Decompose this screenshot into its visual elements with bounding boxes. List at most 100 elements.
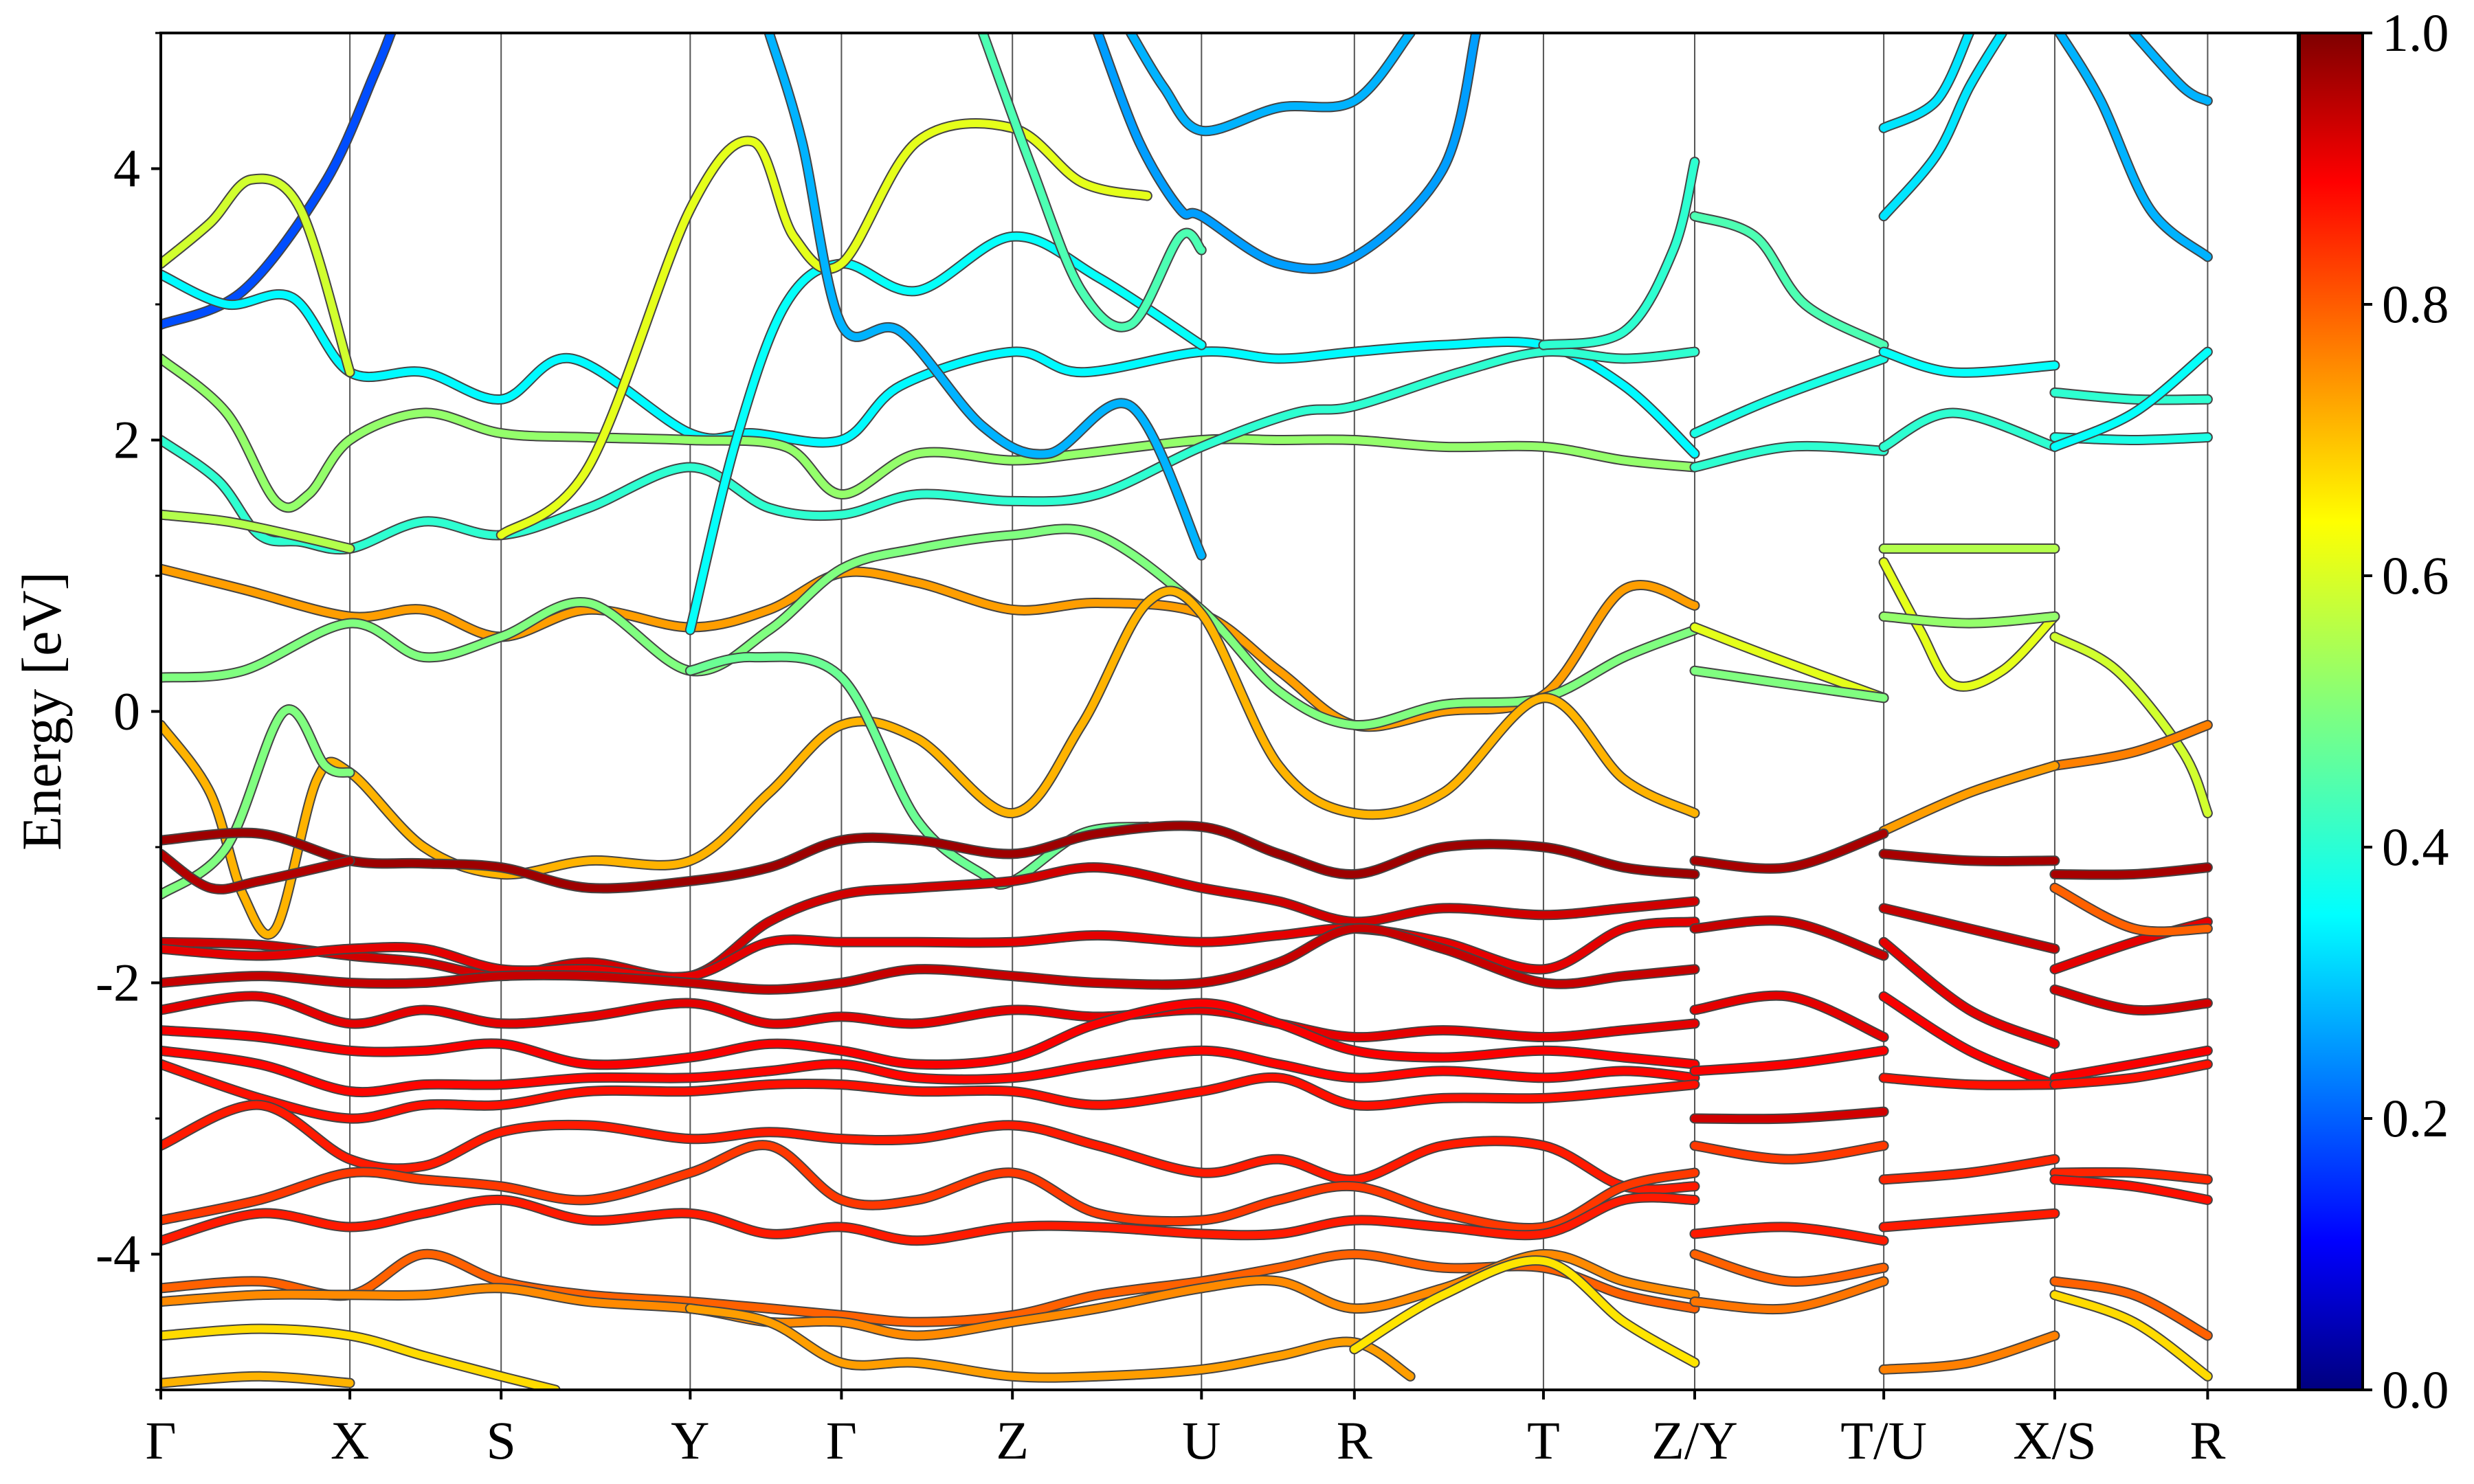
band-outline-82 <box>2049 1290 2213 1382</box>
band-line-58 <box>1691 991 1888 1041</box>
band-line-37 <box>1880 762 2059 835</box>
band-line-2 <box>161 175 354 376</box>
y-tick-label-2: 0 <box>113 682 140 741</box>
band-outline-15 <box>1126 33 1416 137</box>
band-line-27 <box>1880 612 2059 627</box>
band-line-11 <box>686 232 1205 634</box>
band-outline-55 <box>1349 1255 1700 1368</box>
band-line-23 <box>1880 348 2059 376</box>
band-line-34 <box>2130 33 2211 105</box>
colorbar-tick-label-4: 0.8 <box>2382 274 2449 334</box>
band-line-59 <box>1691 1046 1888 1075</box>
kpoint-label-2: S <box>487 1410 516 1470</box>
band-line-77 <box>2051 1046 2211 1082</box>
band-line-12 <box>497 119 1151 539</box>
band-line-22 <box>1691 666 1888 702</box>
colorbar-tick-label-3: 0.6 <box>2382 546 2449 605</box>
kpoint-label-4: Γ <box>826 1410 857 1470</box>
band-line-39 <box>161 850 354 893</box>
band-outline-81 <box>2049 1276 2213 1341</box>
y-axis-title: Energy [eV] <box>10 572 73 851</box>
band-line-71 <box>1880 1209 2059 1231</box>
kpoint-label-5: Z <box>996 1410 1029 1470</box>
band-line-68 <box>1880 992 2059 1089</box>
band-line-26 <box>1880 558 2059 690</box>
colorbar-tick-label-1: 0.2 <box>2382 1088 2449 1148</box>
y-axis: -4 -2 0 2 4 <box>96 32 161 1391</box>
band-lines <box>161 33 2213 1390</box>
band-line-52 <box>161 1325 559 1390</box>
band-line-35 <box>2051 633 2211 818</box>
band-line-72 <box>1880 1331 2059 1373</box>
band-line-20 <box>1691 442 1888 471</box>
band-line-67 <box>1880 938 2059 1048</box>
colorbar-tick-label-2: 0.4 <box>2382 817 2449 877</box>
kpoint-label-1: X <box>331 1410 369 1470</box>
kpoint-label-0: Γ <box>145 1410 176 1470</box>
band-outline-3 <box>161 353 1700 513</box>
band-line-18 <box>1539 158 1699 349</box>
band-line-55 <box>1350 1257 1699 1367</box>
band-line-15 <box>1127 33 1414 135</box>
band-line-33 <box>2055 33 2211 261</box>
band-line-16 <box>979 33 1205 331</box>
band-line-81 <box>2051 1277 2211 1340</box>
band-line-41 <box>161 918 1699 981</box>
band-line-54 <box>686 1305 1414 1382</box>
band-line-28 <box>1880 33 1973 132</box>
band-line-42 <box>161 924 1699 993</box>
band-line-13 <box>765 33 1205 559</box>
band-line-75 <box>2051 884 2211 936</box>
band-line-64 <box>1691 1277 1888 1314</box>
band-line-63 <box>1691 1250 1888 1285</box>
band-line-73 <box>2051 864 2211 879</box>
band-line-76 <box>2051 985 2211 1015</box>
band-line-1 <box>161 271 1699 458</box>
band-line-5 <box>161 510 354 552</box>
band-line-29 <box>1880 33 2006 221</box>
band-line-38 <box>161 822 1699 892</box>
band-outline-35 <box>2049 631 2213 819</box>
band-line-8 <box>161 587 1699 938</box>
band-outline-67 <box>1878 936 2060 1049</box>
band-line-30 <box>2051 388 2211 404</box>
colorbar: 0.0 0.2 0.4 0.6 0.8 1.0 <box>2298 3 2449 1419</box>
kpoint-label-9: Z/Y <box>1651 1410 1738 1470</box>
y-tick-label-0: -4 <box>96 1224 140 1284</box>
band-line-82 <box>2051 1291 2211 1380</box>
band-line-32 <box>2051 348 2211 451</box>
band-line-66 <box>1880 904 2059 953</box>
band-line-7 <box>161 525 1699 730</box>
band-line-45 <box>161 1046 1699 1097</box>
band-line-78 <box>2051 1060 2211 1089</box>
band-line-36 <box>2051 721 2211 769</box>
band-outline-7 <box>161 524 1700 731</box>
band-line-9 <box>161 706 354 899</box>
band-line-50 <box>161 1250 1699 1326</box>
band-line-44 <box>161 999 1699 1069</box>
band-line-61 <box>1691 1142 1888 1163</box>
y-tick-label-3: 2 <box>113 410 140 470</box>
band-line-43 <box>161 992 1699 1042</box>
band-line-49 <box>161 1193 1699 1245</box>
band-line-56 <box>1691 829 1888 873</box>
band-line-40 <box>161 864 1699 982</box>
band-line-46 <box>161 1060 1699 1123</box>
kpoint-label-12: R <box>2189 1410 2225 1470</box>
band-line-17 <box>1691 212 1888 349</box>
kpoint-label-3: Y <box>671 1410 709 1470</box>
band-line-79 <box>2051 1168 2211 1184</box>
kpoint-label-8: T <box>1527 1410 1560 1470</box>
band-outline-16 <box>977 33 1207 333</box>
band-line-60 <box>1691 1108 1888 1123</box>
band-line-62 <box>1691 1223 1888 1245</box>
band-outline-12 <box>495 117 1152 541</box>
kpoint-label-7: R <box>1337 1410 1372 1470</box>
band-line-6 <box>161 565 1699 731</box>
colorbar-gradient <box>2298 32 2364 1391</box>
band-line-14 <box>1094 33 1480 273</box>
band-line-10 <box>686 653 1151 888</box>
band-line-70 <box>1880 1155 2059 1184</box>
